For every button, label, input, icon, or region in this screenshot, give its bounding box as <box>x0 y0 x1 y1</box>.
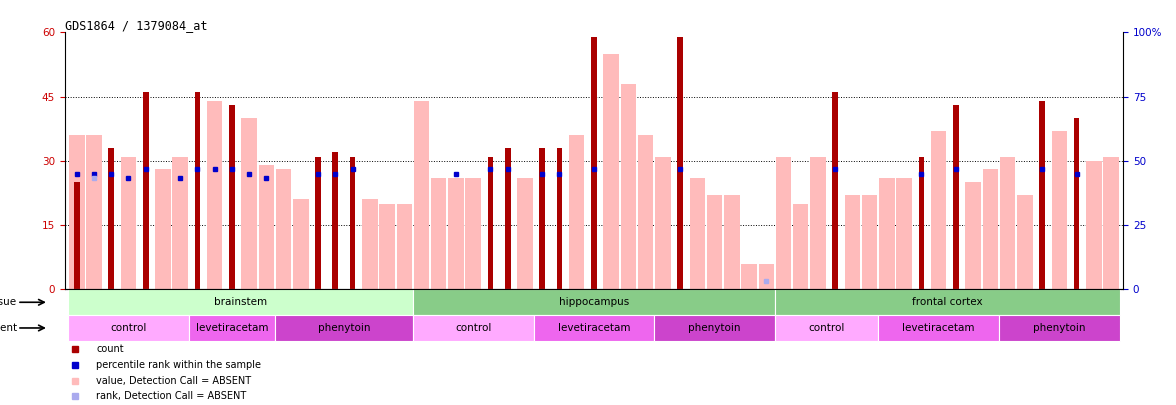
Bar <box>844 195 860 290</box>
Text: agent: agent <box>0 323 18 333</box>
Bar <box>189 315 275 341</box>
Bar <box>556 148 562 290</box>
Bar <box>621 84 636 290</box>
Bar <box>880 178 895 290</box>
Bar <box>155 169 171 290</box>
Bar <box>86 135 102 290</box>
Bar <box>121 157 136 290</box>
Bar <box>724 195 740 290</box>
Text: levetiracetam: levetiracetam <box>195 323 268 333</box>
Bar <box>68 315 189 341</box>
Bar <box>776 157 791 290</box>
Bar <box>759 264 774 290</box>
Bar <box>430 178 447 290</box>
Bar <box>603 54 619 290</box>
Bar <box>983 169 998 290</box>
Bar <box>194 92 200 290</box>
Bar <box>707 195 722 290</box>
Bar <box>413 290 775 315</box>
Bar <box>1000 157 1015 290</box>
Bar <box>293 200 308 290</box>
Bar <box>68 290 413 315</box>
Bar <box>689 178 706 290</box>
Bar <box>413 315 534 341</box>
Bar <box>276 169 292 290</box>
Bar <box>241 118 256 290</box>
Bar <box>207 101 222 290</box>
Bar <box>793 204 808 290</box>
Bar <box>142 92 148 290</box>
Bar <box>569 135 584 290</box>
Bar <box>259 165 274 290</box>
Text: percentile rank within the sample: percentile rank within the sample <box>96 360 261 370</box>
Bar <box>108 148 114 290</box>
Bar <box>173 157 188 290</box>
Bar <box>466 178 481 290</box>
Bar <box>540 148 544 290</box>
Bar <box>275 315 413 341</box>
Bar <box>775 290 1120 315</box>
Text: control: control <box>808 323 844 333</box>
Bar <box>380 204 395 290</box>
Bar <box>677 37 683 290</box>
Bar <box>448 178 463 290</box>
Text: phenytoin: phenytoin <box>318 323 370 333</box>
Bar <box>333 152 339 290</box>
Bar <box>965 182 981 290</box>
Bar <box>862 195 877 290</box>
Bar <box>833 92 838 290</box>
Bar <box>741 264 757 290</box>
Bar <box>918 157 924 290</box>
Bar <box>488 157 493 290</box>
Bar <box>534 315 654 341</box>
Bar <box>931 131 947 290</box>
Bar <box>953 105 958 290</box>
Text: GDS1864 / 1379084_at: GDS1864 / 1379084_at <box>65 19 207 32</box>
Text: rank, Detection Call = ABSENT: rank, Detection Call = ABSENT <box>96 391 247 401</box>
Bar <box>69 135 85 290</box>
Bar <box>362 200 377 290</box>
Bar <box>1040 101 1045 290</box>
Text: value, Detection Call = ABSENT: value, Detection Call = ABSENT <box>96 376 252 386</box>
Text: control: control <box>455 323 492 333</box>
Bar <box>1103 157 1118 290</box>
Bar <box>315 157 321 290</box>
Bar <box>775 315 878 341</box>
Bar <box>878 315 998 341</box>
Bar <box>654 315 775 341</box>
Bar <box>74 182 80 290</box>
Bar <box>998 315 1120 341</box>
Bar <box>1074 118 1080 290</box>
Bar <box>229 105 235 290</box>
Bar <box>592 37 596 290</box>
Text: phenytoin: phenytoin <box>688 323 741 333</box>
Bar <box>1017 195 1033 290</box>
Bar <box>414 101 429 290</box>
Text: tissue: tissue <box>0 297 18 307</box>
Text: levetiracetam: levetiracetam <box>902 323 975 333</box>
Text: brainstem: brainstem <box>214 297 267 307</box>
Bar <box>655 157 670 290</box>
Bar <box>896 178 911 290</box>
Text: phenytoin: phenytoin <box>1033 323 1085 333</box>
Bar <box>505 148 510 290</box>
Text: hippocampus: hippocampus <box>559 297 629 307</box>
Bar <box>637 135 654 290</box>
Text: frontal cortex: frontal cortex <box>911 297 983 307</box>
Bar <box>1051 131 1067 290</box>
Bar <box>810 157 826 290</box>
Bar <box>396 204 412 290</box>
Bar <box>1085 161 1102 290</box>
Text: count: count <box>96 344 123 354</box>
Bar <box>349 157 355 290</box>
Bar <box>517 178 533 290</box>
Text: control: control <box>111 323 147 333</box>
Text: levetiracetam: levetiracetam <box>557 323 630 333</box>
